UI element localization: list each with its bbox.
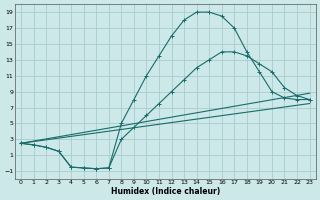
X-axis label: Humidex (Indice chaleur): Humidex (Indice chaleur) — [111, 187, 220, 196]
